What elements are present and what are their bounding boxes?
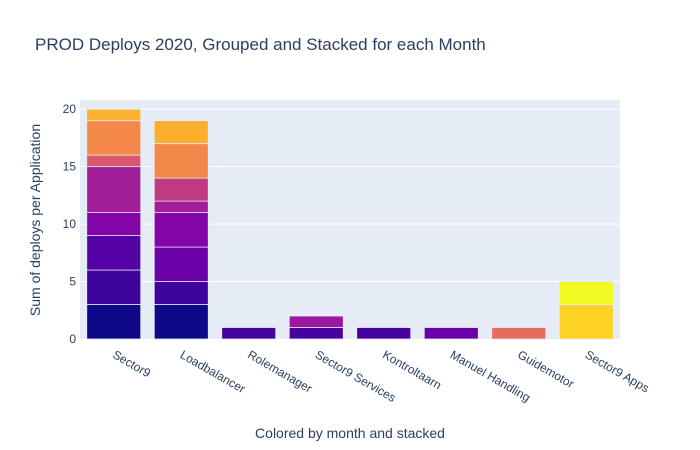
y-tick-label: 10 [63,217,77,231]
x-tick-label: Rolemanager [245,347,314,395]
x-tick-label: Kontroltaarn [380,347,444,392]
x-tick-label: Loadbalancer [178,347,248,395]
bar-segment [558,304,614,340]
bar-segment [221,327,277,340]
bar-segment [86,166,142,214]
bar-segment [356,327,412,340]
bar-segment [86,235,142,271]
bar-segment [86,108,142,122]
bar-segment [288,327,344,340]
y-tick-label: 0 [69,332,76,346]
y-tick-labels: 0 5 10 15 20 [63,102,77,346]
bar-segment [288,315,344,328]
bar-segment [86,269,142,305]
bar-segment [491,327,547,340]
bar-segment [558,281,614,305]
bar-segment [153,177,209,202]
bar-segment [86,304,142,340]
y-tick-label: 5 [69,275,76,289]
bar-segment [153,120,209,145]
x-tick-label: Sector9 [110,347,153,380]
bar-segment [153,200,209,214]
x-tick-label: Guidemotor [515,347,576,390]
x-axis-title: Colored by month and stacked [255,425,445,441]
bars [86,108,614,340]
bar-segment [153,304,209,340]
bar-segment [86,212,142,236]
y-axis-title: Sum of deploys per Application [27,124,43,316]
chart-title: PROD Deploys 2020, Grouped and Stacked f… [35,35,486,54]
y-tick-label: 20 [63,102,77,116]
x-tick-label: Sector9 Apps [583,347,652,395]
y-tick-label: 15 [63,160,77,174]
bar-segment [153,212,209,248]
bar-segment [153,143,209,179]
bar-segment [423,327,479,340]
bar-segment [153,246,209,282]
bar-segment [86,154,142,168]
bar-segment [86,120,142,156]
bar-segment [153,281,209,305]
